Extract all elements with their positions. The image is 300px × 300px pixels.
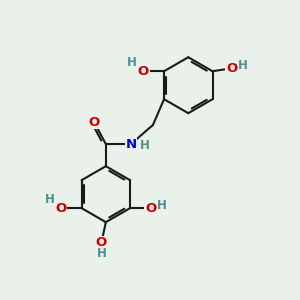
Text: H: H <box>140 139 150 152</box>
Text: O: O <box>56 202 67 215</box>
Text: O: O <box>226 62 237 75</box>
Text: H: H <box>45 194 55 206</box>
Text: O: O <box>96 236 107 249</box>
Text: H: H <box>238 59 248 72</box>
Text: H: H <box>97 247 106 260</box>
Text: O: O <box>138 65 149 78</box>
Text: H: H <box>157 199 167 212</box>
Text: N: N <box>125 138 136 151</box>
Text: O: O <box>88 116 100 128</box>
Text: O: O <box>145 202 156 215</box>
Text: H: H <box>127 56 137 70</box>
